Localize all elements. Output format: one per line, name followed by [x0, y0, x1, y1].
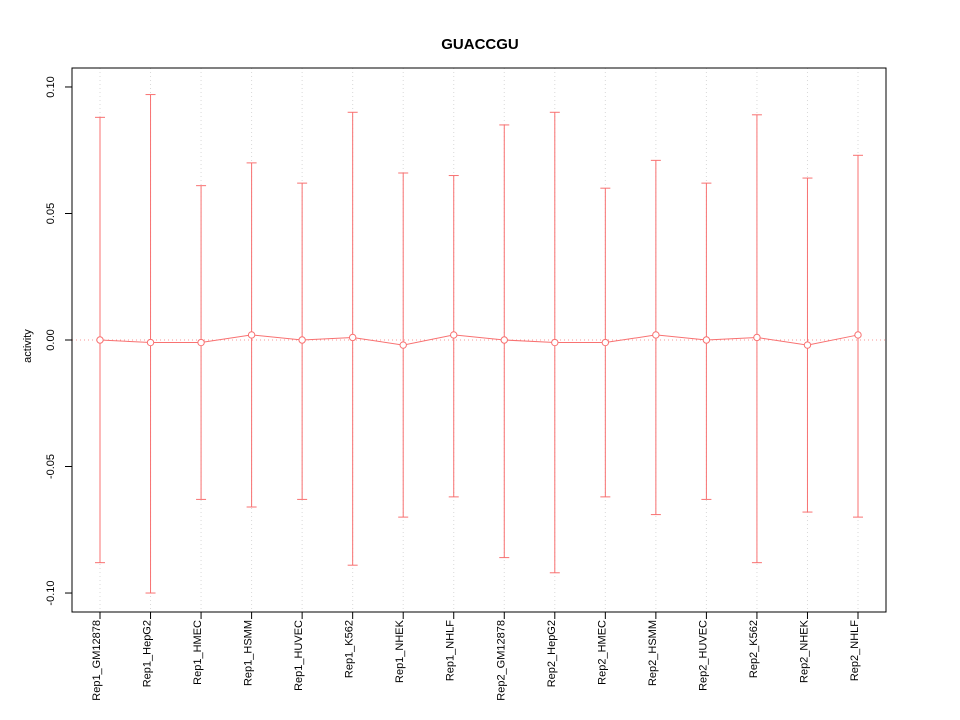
x-tick-label: Rep2_K562	[748, 620, 760, 678]
data-point	[753, 333, 761, 342]
y-tick-label: -0.10	[45, 580, 57, 605]
y-tick-label: 0.00	[45, 329, 57, 350]
x-tick-label: Rep2_NHLF	[849, 620, 861, 681]
data-point	[500, 336, 508, 344]
data-point	[652, 331, 660, 339]
data-point	[96, 336, 104, 344]
x-tick-label: Rep1_HepG2	[142, 620, 154, 687]
data-point	[247, 331, 256, 339]
data-point	[803, 341, 812, 349]
y-axis-label: activity	[22, 329, 34, 363]
data-point	[298, 336, 306, 344]
plot-border	[71, 67, 887, 613]
data-point	[399, 341, 407, 349]
y-tick-label: 0.10	[45, 76, 57, 97]
data-point	[146, 338, 155, 347]
x-tick-label: Rep2_HUVEC	[697, 620, 709, 691]
data-point	[197, 338, 205, 347]
series-line	[99, 334, 859, 346]
x-tick-label: Rep1_NHEK	[394, 619, 406, 683]
y-tick-label: -0.05	[45, 454, 57, 479]
x-tick-label: Rep1_HUVEC	[293, 620, 305, 691]
data-point	[348, 333, 357, 342]
chart-title: GUACCGU	[441, 36, 519, 53]
x-tick-label: Rep1_HMEC	[192, 620, 204, 685]
x-tick-label: Rep2_HMEC	[596, 620, 608, 685]
y-tick-label: 0.05	[45, 203, 57, 224]
x-tick-label: Rep1_K562	[344, 620, 356, 678]
data-point	[601, 338, 610, 347]
x-tick-label: Rep1_NHLF	[445, 620, 457, 681]
x-tick-label: Rep2_HepG2	[546, 620, 558, 687]
x-tick-label: Rep2_NHEK	[798, 619, 810, 683]
x-tick-label: Rep2_HSMM	[647, 620, 659, 686]
data-point	[551, 338, 559, 347]
data-point	[702, 336, 711, 344]
x-tick-label: Rep1_HSMM	[243, 620, 255, 686]
x-tick-label: Rep2_GM12878	[495, 620, 507, 701]
data-point	[854, 331, 862, 339]
data-point	[450, 331, 458, 339]
x-tick-label: Rep1_GM12878	[91, 620, 103, 701]
